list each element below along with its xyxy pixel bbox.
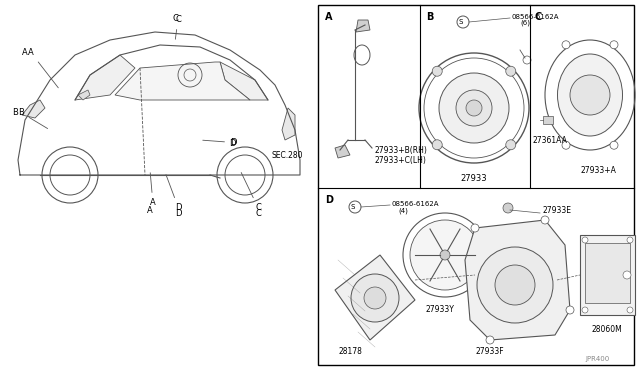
Circle shape xyxy=(627,237,633,243)
Text: 27933+C(LH): 27933+C(LH) xyxy=(375,155,427,164)
Polygon shape xyxy=(75,55,135,100)
Text: 27933E: 27933E xyxy=(543,205,572,215)
Circle shape xyxy=(432,66,442,76)
Text: D: D xyxy=(228,138,236,148)
Text: D: D xyxy=(175,208,181,218)
Text: 27933: 27933 xyxy=(461,173,487,183)
Polygon shape xyxy=(78,90,90,100)
Text: 28178: 28178 xyxy=(338,347,362,356)
Polygon shape xyxy=(335,145,350,158)
Circle shape xyxy=(456,90,492,126)
Circle shape xyxy=(439,73,509,143)
Circle shape xyxy=(570,75,610,115)
Bar xyxy=(585,243,630,303)
Circle shape xyxy=(477,247,553,323)
Text: D: D xyxy=(166,174,182,212)
Circle shape xyxy=(410,220,480,290)
Text: D: D xyxy=(203,138,237,147)
Circle shape xyxy=(495,265,535,305)
Circle shape xyxy=(503,203,513,213)
Circle shape xyxy=(610,41,618,49)
Text: A: A xyxy=(22,48,28,57)
Circle shape xyxy=(562,141,570,149)
Circle shape xyxy=(506,140,516,150)
Text: 27361AA: 27361AA xyxy=(532,135,568,144)
Circle shape xyxy=(562,41,570,49)
Text: S: S xyxy=(459,19,463,25)
Text: B: B xyxy=(12,108,18,116)
Text: 27933Y: 27933Y xyxy=(426,305,454,314)
Ellipse shape xyxy=(351,274,399,322)
Text: (6): (6) xyxy=(520,20,530,26)
Circle shape xyxy=(582,307,588,313)
Polygon shape xyxy=(356,20,370,32)
Circle shape xyxy=(623,271,631,279)
Circle shape xyxy=(582,237,588,243)
Text: 27933F: 27933F xyxy=(476,347,504,356)
Circle shape xyxy=(566,306,574,314)
Ellipse shape xyxy=(557,54,623,136)
Polygon shape xyxy=(22,100,45,118)
Polygon shape xyxy=(220,62,268,100)
Ellipse shape xyxy=(364,287,386,309)
Text: S: S xyxy=(351,204,355,210)
Text: A: A xyxy=(325,12,333,22)
Text: SEC.280: SEC.280 xyxy=(272,151,303,160)
Circle shape xyxy=(432,140,442,150)
Circle shape xyxy=(627,307,633,313)
Polygon shape xyxy=(282,108,295,140)
Circle shape xyxy=(541,216,549,224)
Bar xyxy=(543,116,553,124)
Text: 27933+A: 27933+A xyxy=(580,166,616,174)
Text: D: D xyxy=(325,195,333,205)
Text: A: A xyxy=(150,173,156,207)
Text: A: A xyxy=(28,48,58,88)
Text: C: C xyxy=(172,13,178,22)
Polygon shape xyxy=(115,62,250,100)
Polygon shape xyxy=(465,220,570,340)
Text: C: C xyxy=(535,12,542,22)
Circle shape xyxy=(610,141,618,149)
Text: JPR400: JPR400 xyxy=(586,356,610,362)
Polygon shape xyxy=(335,255,415,340)
Circle shape xyxy=(471,224,479,232)
Circle shape xyxy=(486,336,494,344)
Text: (4): (4) xyxy=(398,208,408,214)
Text: B: B xyxy=(18,108,47,129)
Text: A: A xyxy=(147,205,153,215)
Circle shape xyxy=(440,250,450,260)
Circle shape xyxy=(506,66,516,76)
Text: B: B xyxy=(426,12,433,22)
Text: 08566-6162A: 08566-6162A xyxy=(392,201,440,207)
Circle shape xyxy=(466,100,482,116)
Text: 28060M: 28060M xyxy=(591,326,622,334)
Text: C: C xyxy=(175,15,181,39)
Text: C: C xyxy=(255,208,261,218)
Bar xyxy=(318,5,634,365)
Text: C: C xyxy=(241,173,261,212)
Text: 27933+B(RH): 27933+B(RH) xyxy=(375,145,428,154)
Text: 08566-6162A: 08566-6162A xyxy=(512,14,559,20)
Bar xyxy=(580,235,635,315)
